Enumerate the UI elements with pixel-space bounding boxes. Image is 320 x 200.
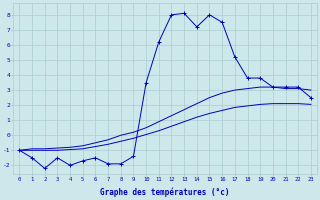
X-axis label: Graphe des températures (°c): Graphe des températures (°c) (100, 188, 230, 197)
